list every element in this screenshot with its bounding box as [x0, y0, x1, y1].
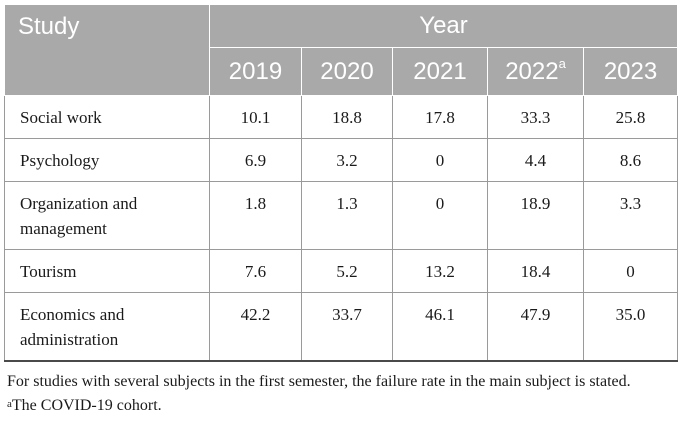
- cell-value: 18.8: [301, 95, 393, 139]
- table-row: Social work 10.1 18.8 17.8 33.3 25.8: [4, 95, 679, 139]
- cell-value: 10.1: [209, 95, 302, 139]
- cell-value: 1.8: [209, 181, 302, 250]
- header-row-top: Study Year: [4, 4, 679, 96]
- footnote-marker: a: [558, 55, 566, 71]
- row-label: Economics and administration: [4, 292, 210, 362]
- cell-value: 18.4: [487, 249, 584, 293]
- year-header-2021: 2021: [392, 47, 488, 96]
- cell-value: 25.8: [582, 95, 679, 139]
- header-row-years: 2019 2020 2021 2022a 2023: [5, 47, 679, 96]
- year-header-2022: 2022a: [487, 47, 584, 96]
- cell-value: 5.2: [301, 249, 393, 293]
- table-footnotes: For studies with several subjects in the…: [4, 370, 677, 418]
- failure-rate-table: Study Year 2019 2020 2021 2022a 2023 Soc…: [4, 4, 679, 362]
- cell-value: 0: [582, 249, 679, 293]
- table-row: Economics and administration 42.2 33.7 4…: [4, 292, 679, 362]
- cell-value: 6.9: [209, 138, 302, 182]
- table-figure: Study Year 2019 2020 2021 2022a 2023 Soc…: [4, 4, 679, 418]
- cell-value: 17.8: [392, 95, 488, 139]
- cell-value: 0: [392, 138, 488, 182]
- cell-value: 3.2: [301, 138, 393, 182]
- cell-value: 4.4: [487, 138, 584, 182]
- year-header-2020: 2020: [301, 47, 393, 96]
- footnote-covid: aThe COVID-19 cohort.: [7, 394, 677, 418]
- row-label: Psychology: [4, 138, 210, 182]
- year-header-2023: 2023: [582, 47, 679, 96]
- table-row: Psychology 6.9 3.2 0 4.4 8.6: [4, 138, 679, 182]
- cell-value: 33.3: [487, 95, 584, 139]
- cell-value: 18.9: [487, 181, 584, 250]
- table-row: Tourism 7.6 5.2 13.2 18.4 0: [4, 249, 679, 293]
- cell-value: 42.2: [209, 292, 302, 362]
- year-column-group-header: Year: [208, 4, 679, 48]
- cell-value: 35.0: [582, 292, 679, 362]
- cell-value: 47.9: [487, 292, 584, 362]
- footnote-covid-text: The COVID-19 cohort.: [11, 397, 162, 414]
- cell-value: 46.1: [392, 292, 488, 362]
- cell-value: 33.7: [301, 292, 393, 362]
- row-label: Social work: [4, 95, 210, 139]
- table-row: Organization and management 1.8 1.3 0 18…: [4, 181, 679, 250]
- cell-value: 0: [392, 181, 488, 250]
- cell-value: 13.2: [392, 249, 488, 293]
- cell-value: 1.3: [301, 181, 393, 250]
- cell-value: 3.3: [582, 181, 679, 250]
- row-label: Tourism: [4, 249, 210, 293]
- row-label: Organization and management: [4, 181, 210, 250]
- cell-value: 7.6: [209, 249, 302, 293]
- study-column-header: Study: [4, 4, 210, 96]
- cell-value: 8.6: [582, 138, 679, 182]
- year-header-2019: 2019: [209, 47, 302, 96]
- footnote-marker: a: [7, 398, 12, 410]
- footnote-general: For studies with several subjects in the…: [7, 373, 631, 390]
